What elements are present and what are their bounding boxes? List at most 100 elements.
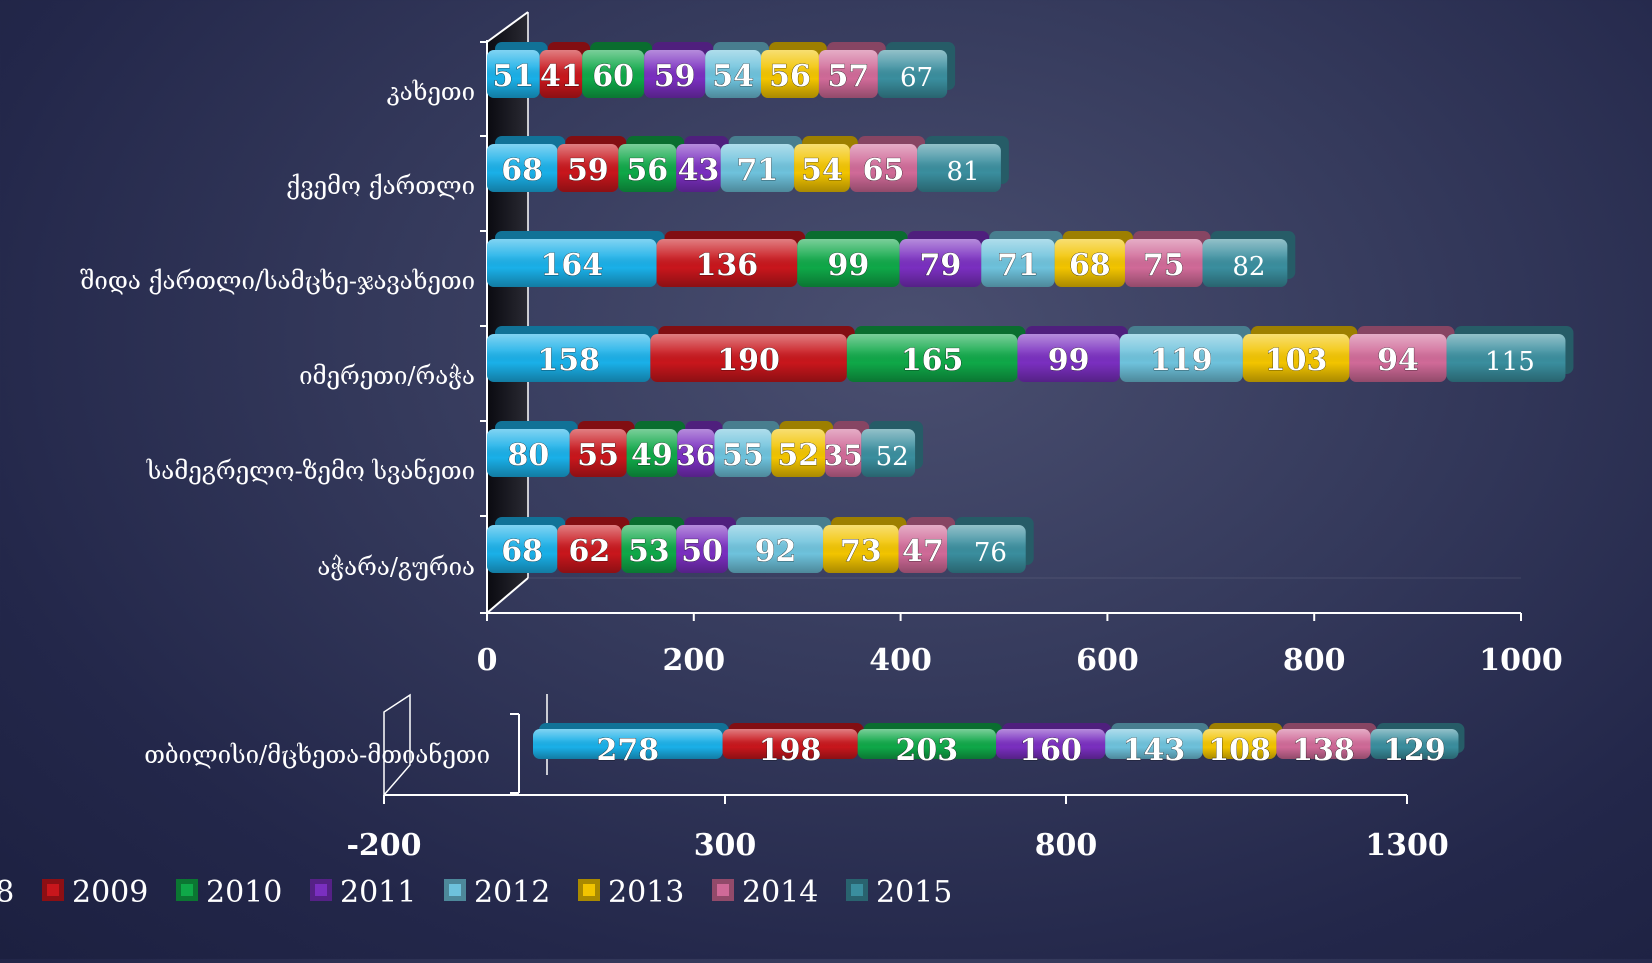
legend: 2008 2009 2010 2011 2012 2013 2014 2015 <box>0 875 952 910</box>
bar-gloss <box>996 729 1106 759</box>
data-label: 119 <box>1150 343 1213 378</box>
bar-gloss <box>582 50 645 98</box>
data-label: 103 <box>1265 343 1328 378</box>
bar-segment <box>771 421 834 477</box>
data-label: 56 <box>626 153 668 188</box>
legend-label: 2015 <box>876 875 952 910</box>
bottom-category-label: თბილისი/მცხეთა-მთიანეთი <box>144 741 490 769</box>
bar-segment <box>676 517 736 573</box>
data-label: 62 <box>568 534 610 569</box>
chart-frame <box>383 11 1522 804</box>
data-label: 115 <box>1485 347 1535 377</box>
bar-segment <box>557 517 630 573</box>
data-label: 59 <box>654 59 696 94</box>
bar-segment <box>1242 326 1358 382</box>
data-label: 68 <box>501 534 543 569</box>
data-label: 53 <box>628 534 670 569</box>
bar-gloss <box>877 50 948 98</box>
legend-label: 2014 <box>742 875 818 910</box>
legend-swatch-inner <box>47 884 59 896</box>
bar-segment <box>487 231 665 287</box>
bar-gloss <box>1105 729 1203 759</box>
bar-segment <box>487 136 566 192</box>
bar-gloss <box>1276 729 1371 759</box>
bar-gloss <box>569 429 627 477</box>
data-label: 35 <box>824 439 863 472</box>
x-tick-label: 0 <box>477 643 498 678</box>
data-label: 52 <box>777 438 819 473</box>
data-label: 79 <box>920 248 962 283</box>
bottom-data-label: 138 <box>1292 733 1355 768</box>
bar-gloss <box>849 144 918 192</box>
bar-gloss <box>676 144 721 192</box>
bar-gloss <box>618 144 677 192</box>
bottom-data-label: 198 <box>759 733 822 768</box>
bar-segment <box>1054 231 1133 287</box>
data-label: 55 <box>722 438 764 473</box>
bar-gloss <box>861 429 916 477</box>
bottom-bar-segment <box>1105 723 1209 759</box>
bar-gloss <box>676 525 728 573</box>
data-label: 54 <box>801 153 843 188</box>
data-label: 81 <box>946 157 979 187</box>
data-label: 50 <box>681 534 723 569</box>
category-label: იმერეთი/რაჭა <box>299 362 475 390</box>
bar-gloss <box>1119 334 1243 382</box>
data-label: 43 <box>678 153 720 188</box>
bottom-x-tick-label: 1300 <box>1365 828 1449 863</box>
data-label: 57 <box>828 59 870 94</box>
data-label: 92 <box>755 534 797 569</box>
bar-gloss <box>761 50 819 98</box>
x-tick-label: 600 <box>1076 643 1139 678</box>
legend-item: 2012 <box>444 875 550 910</box>
bar-gloss <box>825 429 862 477</box>
bar-segment <box>656 231 806 287</box>
data-label: 158 <box>537 343 600 378</box>
bar-segment <box>487 42 548 98</box>
bar-gloss <box>727 525 824 573</box>
bottom-x-tick-label: 800 <box>1035 828 1098 863</box>
bottom-bar-segment <box>722 723 864 759</box>
bar-gloss <box>846 334 1018 382</box>
bar-gloss <box>1202 239 1288 287</box>
bar-gloss <box>981 239 1055 287</box>
data-label: 99 <box>1048 343 1090 378</box>
data-label: 164 <box>540 248 603 283</box>
data-label: 56 <box>769 59 811 94</box>
bar-gloss <box>1446 334 1566 382</box>
bar-gloss <box>487 144 558 192</box>
legend-swatch-inner <box>449 884 461 896</box>
bar-segment <box>1202 231 1296 287</box>
bar-segment <box>569 421 635 477</box>
bar-segment <box>917 136 1009 192</box>
bar-gloss <box>720 144 795 192</box>
bottom-data-label: 278 <box>596 733 659 768</box>
bar-gloss <box>722 729 858 759</box>
bar-segment <box>861 421 924 477</box>
bar-gloss <box>487 429 570 477</box>
legend-label: 2008 <box>0 875 14 910</box>
data-label: 65 <box>863 153 905 188</box>
bar-segment <box>676 136 729 192</box>
bar-gloss <box>917 144 1001 192</box>
data-label: 165 <box>901 343 964 378</box>
bar-segment <box>818 42 886 98</box>
category-label: კახეთი <box>387 78 475 106</box>
bottom-data-label: 203 <box>896 733 959 768</box>
data-label: 71 <box>737 153 779 188</box>
data-label: 47 <box>902 534 944 569</box>
bar-segment <box>877 42 956 98</box>
data-label: 190 <box>717 343 780 378</box>
bar-gloss <box>797 239 900 287</box>
legend-item: 2010 <box>176 875 282 910</box>
bar-gloss <box>899 239 982 287</box>
bar-gloss <box>621 525 677 573</box>
bar-segment <box>714 421 780 477</box>
data-label: 49 <box>631 438 673 473</box>
bottom-bar-segment <box>1370 723 1465 759</box>
bottom-data-label: 108 <box>1208 733 1271 768</box>
bar-gloss <box>771 429 826 477</box>
x-tick-label: 400 <box>869 643 932 678</box>
category-label: ქვემო ქართლი <box>286 172 475 200</box>
